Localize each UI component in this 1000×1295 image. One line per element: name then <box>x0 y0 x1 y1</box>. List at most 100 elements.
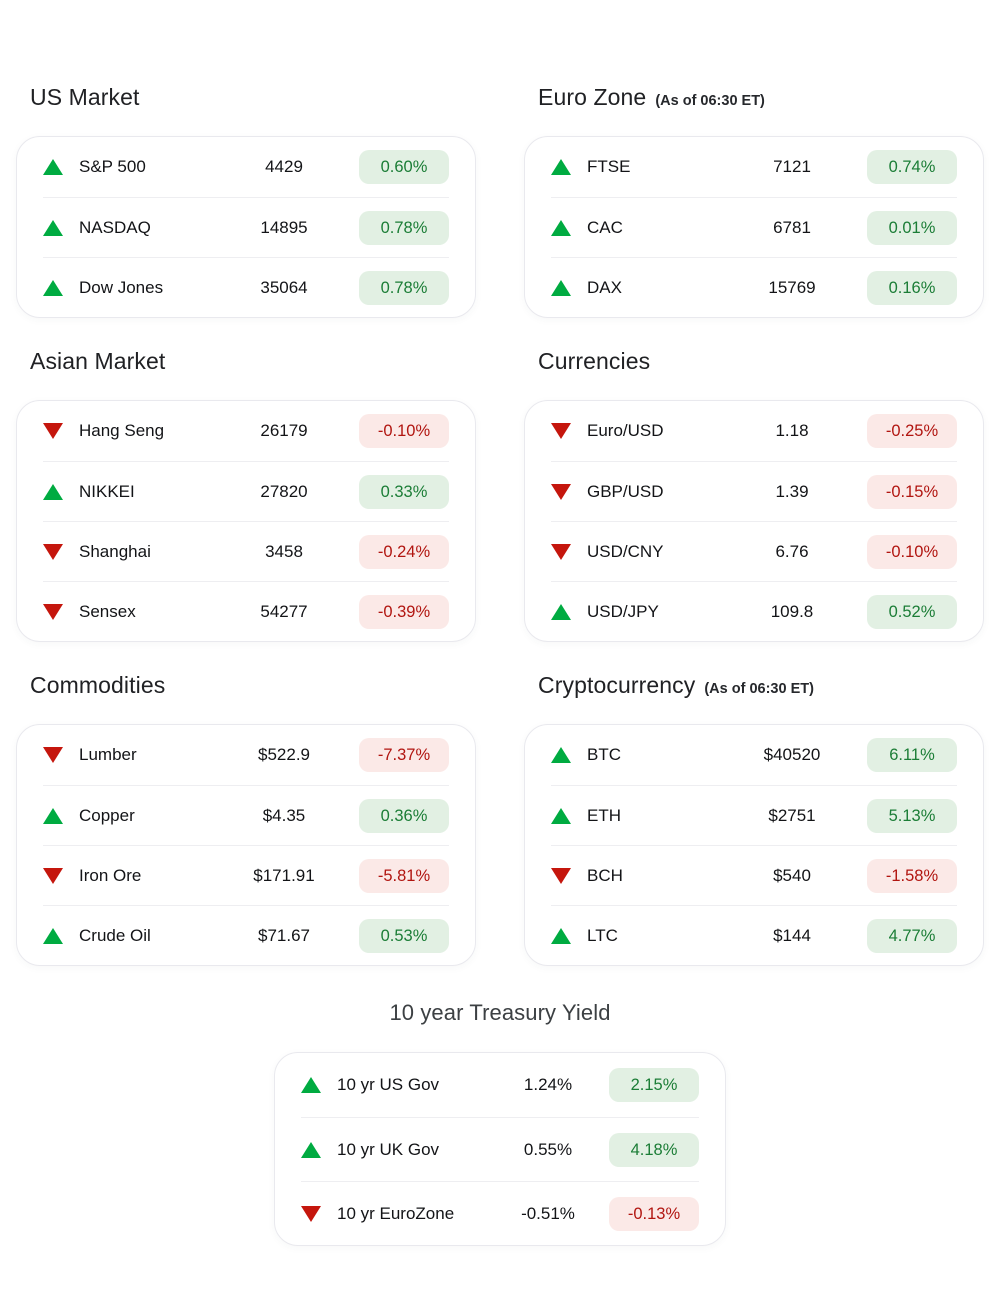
triangle-up-icon <box>551 747 571 763</box>
instrument-value: $171.91 <box>253 865 315 885</box>
instrument-label: S&P 500 <box>79 157 146 176</box>
change-badge: 0.78% <box>359 270 449 305</box>
triangle-down-icon <box>551 867 571 884</box>
triangle-down-icon <box>301 1205 321 1222</box>
row-ltc: LTC $144 4.77% <box>551 905 957 965</box>
market-card: Hang Seng 26179 -0.10% NIKKEI 27820 0.33… <box>16 400 476 642</box>
triangle-up-icon <box>551 159 571 175</box>
instrument-value: 27820 <box>260 481 308 501</box>
instrument-label: Euro/USD <box>587 421 664 440</box>
change-badge: 0.33% <box>359 474 449 509</box>
instrument-label: BTC <box>587 745 621 764</box>
section-us-market: US Market S&P 500 4429 0.60% NASDAQ 1489… <box>16 84 476 318</box>
instrument-value: 6781 <box>773 217 811 237</box>
change-badge: -0.13% <box>609 1196 699 1231</box>
instrument-label: 10 yr EuroZone <box>337 1203 455 1223</box>
section-title: Currencies <box>538 348 651 374</box>
instrument-value: 7121 <box>773 157 811 176</box>
change-badge: -0.25% <box>867 414 957 448</box>
row-sensex: Sensex 54277 -0.39% <box>43 581 449 641</box>
row-copper: Copper $4.35 0.36% <box>43 785 449 845</box>
instrument-value: 109.8 <box>770 601 814 621</box>
instrument-label: NASDAQ <box>79 217 151 237</box>
change-badge: 0.01% <box>867 210 957 245</box>
triangle-up-icon <box>551 807 571 824</box>
instrument-label: Crude Oil <box>79 925 151 945</box>
section-title: US Market <box>30 84 140 110</box>
instrument-label: BCH <box>587 865 623 885</box>
section-header: 10 year Treasury Yield <box>274 1000 726 1030</box>
change-badge: 0.78% <box>359 210 449 245</box>
row-usd-jpy: USD/JPY 109.8 0.52% <box>551 581 957 641</box>
triangle-up-icon <box>43 483 63 500</box>
instrument-label: USD/JPY <box>587 601 659 621</box>
section-header: US Market <box>30 84 476 114</box>
section-treasury-yield: 10 year Treasury Yield 10 yr US Gov 1.24… <box>274 1000 726 1246</box>
row-usd-cny: USD/CNY 6.76 -0.10% <box>551 521 957 581</box>
instrument-label: 10 yr UK Gov <box>337 1139 440 1159</box>
instrument-value: 35064 <box>260 277 308 297</box>
row-crude-oil: Crude Oil $71.67 0.53% <box>43 905 449 965</box>
section-euro-zone: Euro Zone (As of 06:30 ET) FTSE 7121 0.7… <box>524 84 984 318</box>
row-sp-500: S&P 500 4429 0.60% <box>43 137 449 197</box>
row-euro-usd: Euro/USD 1.18 -0.25% <box>551 401 957 461</box>
instrument-label: USD/CNY <box>587 541 664 561</box>
row-bch: BCH $540 -1.58% <box>551 845 957 905</box>
change-badge: 6.11% <box>867 738 957 772</box>
change-badge: -0.10% <box>359 414 449 448</box>
triangle-up-icon <box>43 807 63 824</box>
change-badge: 0.36% <box>359 798 449 833</box>
instrument-label: Sensex <box>79 601 136 621</box>
dashboard-grid: US Market S&P 500 4429 0.60% NASDAQ 1489… <box>16 84 984 996</box>
row-ftse: FTSE 7121 0.74% <box>551 137 957 197</box>
market-card: BTC $40520 6.11% ETH $2751 5.13% BCH $54… <box>524 724 984 966</box>
instrument-value: 4429 <box>265 157 303 176</box>
triangle-down-icon <box>551 423 571 439</box>
instrument-value: 3458 <box>265 541 303 561</box>
instrument-label: 10 yr US Gov <box>337 1075 440 1094</box>
triangle-up-icon <box>301 1141 321 1158</box>
change-badge: 0.16% <box>867 270 957 305</box>
instrument-value: $40520 <box>763 745 821 764</box>
market-card: Lumber $522.9 -7.37% Copper $4.35 0.36% … <box>16 724 476 966</box>
triangle-up-icon <box>551 603 571 620</box>
instrument-value: $71.67 <box>258 925 310 945</box>
triangle-down-icon <box>551 543 571 560</box>
section-header: Commodities <box>30 672 476 702</box>
triangle-down-icon <box>43 603 63 620</box>
instrument-value: 26179 <box>260 421 308 440</box>
instrument-label: Hang Seng <box>79 421 165 440</box>
change-badge: -5.81% <box>359 858 449 893</box>
instrument-label: Lumber <box>79 745 137 764</box>
row-10yr-us-gov: 10 yr US Gov 1.24% 2.15% <box>301 1053 699 1117</box>
instrument-label: Copper <box>79 805 135 825</box>
market-card: Euro/USD 1.18 -0.25% GBP/USD 1.39 -0.15%… <box>524 400 984 642</box>
instrument-value: 54277 <box>260 601 308 621</box>
instrument-label: DAX <box>587 277 622 297</box>
instrument-label: FTSE <box>587 157 631 176</box>
instrument-value: -0.51% <box>521 1203 575 1223</box>
triangle-up-icon <box>551 927 571 944</box>
instrument-value: 1.24% <box>523 1075 573 1094</box>
row-10yr-eurozone: 10 yr EuroZone -0.51% -0.13% <box>301 1181 699 1245</box>
change-badge: 0.74% <box>867 150 957 184</box>
triangle-down-icon <box>43 747 63 763</box>
instrument-value: 1.18 <box>775 421 809 440</box>
instrument-value: 15769 <box>768 277 816 297</box>
triangle-up-icon <box>43 219 63 236</box>
instrument-label: Dow Jones <box>79 277 164 297</box>
triangle-up-icon <box>551 279 571 296</box>
instrument-value: $522.9 <box>258 745 310 764</box>
triangle-down-icon <box>43 867 63 884</box>
instrument-label: LTC <box>587 925 618 945</box>
change-badge: -7.37% <box>359 738 449 772</box>
section-timestamp: (As of 06:30 ET) <box>655 93 765 109</box>
section-header: Asian Market <box>30 348 476 378</box>
triangle-down-icon <box>43 543 63 560</box>
row-dax: DAX 15769 0.16% <box>551 257 957 317</box>
market-card: S&P 500 4429 0.60% NASDAQ 14895 0.78% Do… <box>16 136 476 318</box>
row-shanghai: Shanghai 3458 -0.24% <box>43 521 449 581</box>
row-nikkei: NIKKEI 27820 0.33% <box>43 461 449 521</box>
section-asian-market: Asian Market Hang Seng 26179 -0.10% NIKK… <box>16 348 476 642</box>
